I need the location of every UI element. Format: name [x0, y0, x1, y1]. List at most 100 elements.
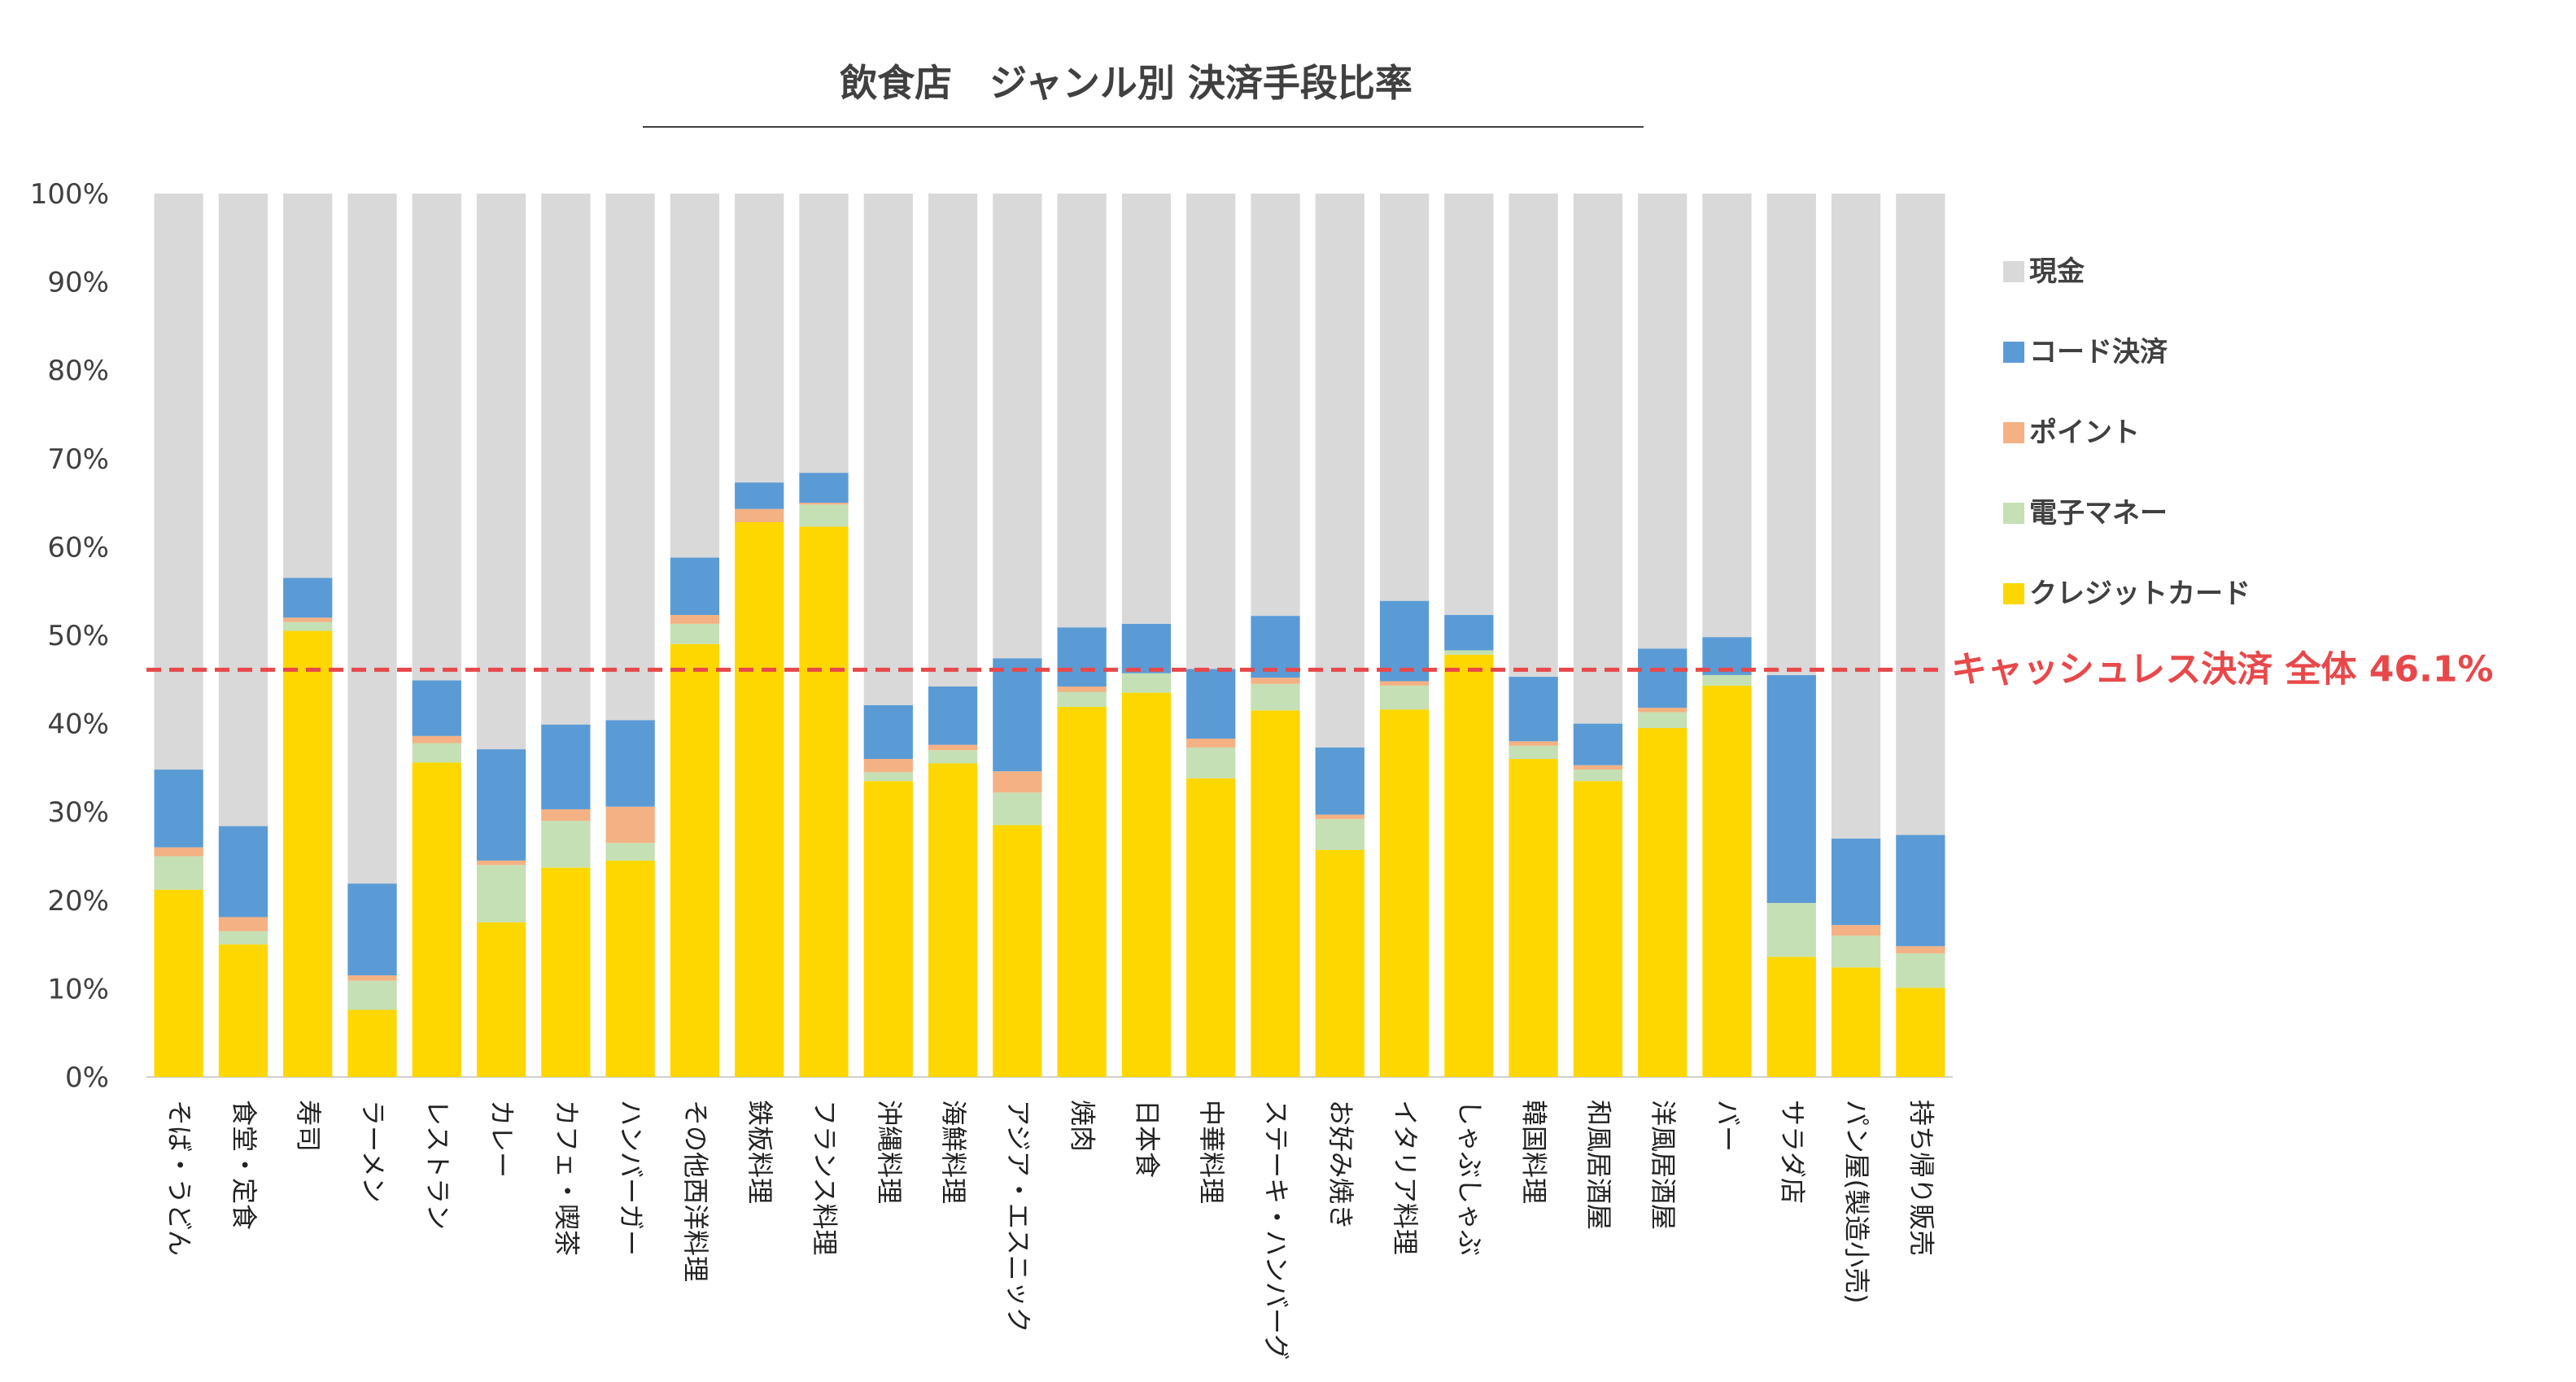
bars — [154, 194, 1945, 1077]
legend-swatch — [2003, 503, 2024, 524]
bar-segment — [1638, 648, 1687, 708]
bar-stack — [1315, 194, 1364, 1077]
bar-segment — [1315, 194, 1364, 748]
x-tick-label: フランス料理 — [810, 1100, 840, 1255]
legend-label: 現金 — [2029, 255, 2085, 288]
bar-segment — [1508, 745, 1558, 760]
bar-segment — [1057, 686, 1107, 692]
bar-segment — [670, 623, 720, 644]
bar-segment — [1508, 759, 1558, 1077]
legend-swatch — [2003, 583, 2024, 604]
bar-segment — [541, 724, 591, 809]
bar-segment — [347, 883, 397, 976]
bar-segment — [1186, 194, 1236, 669]
x-tick-label: バー — [1713, 1100, 1744, 1152]
bar-segment — [476, 865, 526, 922]
bar-segment — [605, 843, 655, 861]
bar-segment — [863, 704, 913, 760]
bar-segment — [1186, 669, 1236, 739]
bar-segment — [1444, 615, 1494, 651]
bar-segment — [1379, 685, 1430, 710]
bar-segment — [1315, 814, 1364, 819]
bar-segment — [1121, 623, 1172, 674]
bar-segment — [218, 944, 269, 1077]
bar-segment — [541, 867, 591, 1077]
bar-segment — [218, 194, 269, 826]
bar-stack — [670, 194, 720, 1077]
legend-swatch — [2003, 342, 2024, 363]
x-tick-label: 鉄板料理 — [744, 1100, 775, 1204]
x-tick-label: 沖縄料理 — [874, 1100, 905, 1204]
bar-segment — [154, 856, 203, 890]
bar-stack — [154, 194, 203, 1077]
y-tick-label: 50% — [47, 620, 109, 652]
bar-segment — [1896, 835, 1945, 947]
bar-stack — [347, 194, 397, 1077]
bar-segment — [154, 889, 203, 1077]
bar-segment — [993, 658, 1042, 772]
bar-segment — [541, 194, 591, 725]
x-tick-label: しゃぶしゃぶ — [1454, 1100, 1485, 1256]
bar-segment — [154, 194, 203, 770]
bar-segment — [1766, 674, 1816, 904]
bar-segment — [1057, 691, 1107, 707]
bar-segment — [1057, 194, 1107, 628]
x-axis-labels: そば・うどん 食堂・定食 寿司 ラーメン レストラン カレー カフェ・喫茶 ハンバーガー その他… — [164, 1100, 1937, 1360]
bar-segment — [218, 931, 269, 945]
bar-stack — [1057, 194, 1107, 1077]
bar-segment — [928, 750, 978, 764]
y-tick-label: 20% — [47, 885, 109, 918]
x-tick-label: パン屋(製造小売) — [1841, 1100, 1872, 1304]
x-tick-label: 洋風居酒屋 — [1648, 1100, 1679, 1230]
bar-stack — [1702, 194, 1752, 1077]
chart-title: 飲食店 ジャンル別 決済手段比率 — [840, 61, 1412, 105]
bar-segment — [1379, 194, 1430, 601]
bar-segment — [605, 194, 655, 721]
bar-segment — [1186, 747, 1236, 778]
x-tick-label: 寿司 — [293, 1100, 324, 1152]
bar-segment — [283, 578, 333, 618]
bar-segment — [1444, 650, 1494, 655]
bar-segment — [1573, 781, 1623, 1077]
bar-segment — [670, 194, 720, 558]
bar-segment — [993, 792, 1042, 826]
bar-segment — [283, 630, 333, 1077]
bar-segment — [1121, 194, 1172, 624]
bar-segment — [1702, 674, 1752, 686]
bar-segment — [1896, 953, 1945, 988]
bar-segment — [1121, 692, 1172, 1077]
x-tick-label: レストラン — [422, 1100, 453, 1230]
bar-segment — [670, 615, 720, 624]
bar-segment — [1508, 677, 1558, 742]
x-tick-label: 食堂・定食 — [229, 1100, 260, 1230]
bar-segment — [863, 759, 913, 773]
bar-segment — [1638, 728, 1687, 1077]
y-tick-label: 10% — [47, 973, 109, 1005]
x-tick-label: その他西洋料理 — [680, 1100, 711, 1282]
bar-segment — [1766, 194, 1816, 675]
bar-stack — [1186, 194, 1236, 1077]
x-tick-label: 中華料理 — [1196, 1100, 1227, 1204]
bar-segment — [670, 557, 720, 616]
bar-segment — [1186, 778, 1236, 1077]
bar-segment — [1508, 194, 1558, 678]
reference-line-group: キャッシュレス決済 全体 46.1% — [146, 648, 2493, 690]
bar-segment — [1444, 194, 1494, 616]
bar-segment — [412, 194, 461, 681]
y-tick-label: 40% — [47, 708, 109, 741]
bar-segment — [1121, 673, 1172, 693]
x-tick-label: ステーキ・ハンバーグ — [1261, 1100, 1292, 1360]
bar-segment — [347, 975, 397, 981]
bar-segment — [1896, 194, 1945, 835]
bar-segment — [1896, 946, 1945, 953]
bar-segment — [928, 686, 978, 745]
bar-stack — [1896, 194, 1945, 1077]
bar-segment — [605, 860, 655, 1077]
x-tick-label: サラダ店 — [1777, 1100, 1808, 1204]
legend-label: コード決済 — [2029, 336, 2168, 368]
bar-segment — [283, 194, 333, 578]
bar-segment — [1379, 681, 1430, 686]
